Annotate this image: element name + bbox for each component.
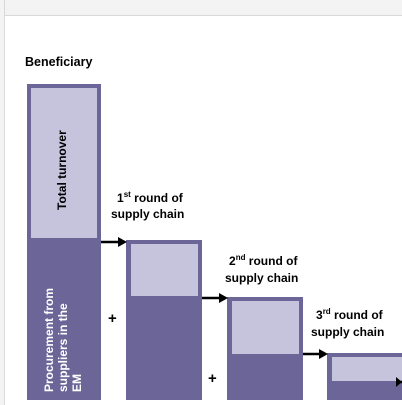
- left-frame-border: [0, 0, 5, 405]
- round-1-light-box: [131, 244, 198, 296]
- beneficiary-total-turnover-box: [31, 88, 97, 238]
- round-3-label-line1: 3rd round of: [316, 307, 383, 323]
- arrow-round-2-to-round-3: [303, 349, 328, 359]
- round-2-label-line2: supply chain: [225, 271, 299, 285]
- beneficiary-title: Beneficiary: [25, 55, 93, 69]
- plus-sign-2: +: [208, 370, 217, 387]
- arrow-beneficiary-to-round-1: [101, 237, 127, 247]
- plus-sign-1: +: [108, 310, 117, 327]
- round-2-light-box: [232, 301, 299, 354]
- round-3-light-box: [332, 357, 402, 381]
- round-2-label-line1: 2nd round of: [229, 253, 298, 269]
- round-3-label-line2: supply chain: [311, 325, 385, 339]
- arrow-round-3-out: [396, 377, 402, 387]
- round-1-label-line2: supply chain: [111, 207, 185, 221]
- round-1-label-line1: 1st round of: [117, 190, 183, 206]
- top-frame-border: [0, 0, 402, 16]
- arrow-round-1-to-round-2: [202, 293, 228, 303]
